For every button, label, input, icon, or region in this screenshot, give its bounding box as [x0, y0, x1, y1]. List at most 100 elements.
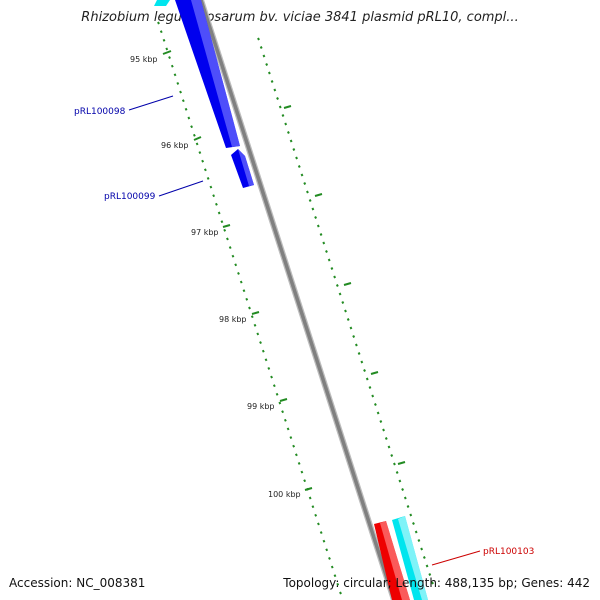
gene-arrow-top-left[interactable] [154, 0, 170, 6]
gc-dash [176, 82, 180, 85]
gc-dash [283, 418, 287, 422]
gc-dash [173, 73, 177, 77]
gc-dash [379, 420, 383, 423]
gc-dash [330, 267, 334, 270]
gc-dash [349, 326, 353, 330]
gc-dash [165, 47, 169, 51]
accession-text: Accession: NC_008381 [9, 576, 146, 590]
gc-dash [344, 309, 347, 313]
gc-dash [316, 224, 320, 228]
scale-tick-label: 95 kbp [130, 55, 158, 64]
gc-dash [335, 284, 339, 287]
gc-dash [368, 386, 372, 389]
gc-dash [431, 581, 434, 585]
gc-dash [322, 539, 326, 543]
scale-tick-label: 98 kbp [219, 315, 247, 324]
gc-dash [374, 403, 377, 406]
scale-tick-mark [193, 136, 202, 141]
gc-dash [303, 479, 307, 483]
gene-label-pRL100099[interactable]: pRL100099 [104, 192, 156, 202]
gc-dash [237, 272, 240, 275]
gc-dash [168, 56, 171, 59]
gc-dash [297, 165, 301, 168]
gc-dash [322, 241, 326, 245]
gc-dash [286, 427, 290, 431]
gc-dash [292, 148, 296, 151]
gc-dash [360, 360, 364, 364]
gc-dash [314, 216, 317, 219]
gc-dash [289, 139, 293, 143]
gc-dash-major [370, 371, 379, 375]
gc-dash [234, 263, 238, 267]
gene-label-pRL100098[interactable]: pRL100098 [74, 107, 126, 117]
gc-dash [264, 358, 268, 362]
gc-dash-major [397, 461, 406, 465]
scale-ticks: 95 kbp 96 kbp 97 kbp 98 kbp 99 kbp 100 kbp [130, 50, 313, 499]
gc-dash [203, 168, 207, 172]
scale-tick-mark [222, 224, 231, 228]
gc-dash [420, 547, 424, 551]
gc-dash [330, 565, 334, 569]
gc-dash [275, 392, 279, 396]
gc-dash [300, 470, 304, 474]
gc-dash [272, 384, 276, 388]
gc-dash [422, 556, 426, 559]
gc-dash [319, 233, 323, 236]
backbone [198, 0, 397, 600]
gc-dash [354, 343, 358, 347]
gc-dash [267, 71, 271, 75]
gc-dash [294, 453, 298, 457]
gc-dash [242, 289, 246, 293]
gc-dash [393, 462, 396, 466]
gc-dash [333, 574, 337, 578]
gc-dash [311, 505, 315, 509]
gc-dash [297, 462, 301, 465]
gc-dash [390, 454, 394, 457]
gc-dash [325, 548, 329, 552]
gc-dash [314, 513, 318, 517]
gc-dash [201, 159, 205, 163]
gc-dash [384, 437, 388, 440]
gc-dash [319, 531, 323, 534]
gc-dash [228, 246, 232, 249]
gc-dash [245, 297, 249, 301]
gc-dash [333, 275, 337, 279]
gc-dash [198, 151, 202, 154]
gc-dash [212, 194, 216, 198]
gc-dash [428, 573, 432, 576]
gc-dash [215, 202, 218, 206]
gc-dash [192, 133, 196, 137]
gc-dash [395, 471, 399, 474]
gc-dash [273, 88, 277, 92]
gc-dash [220, 220, 224, 224]
gc-dash [338, 292, 342, 296]
gc-dash [406, 505, 410, 508]
gc-dash [414, 530, 418, 534]
scale-tick-label: 97 kbp [191, 228, 219, 237]
gc-dash [206, 177, 210, 180]
gc-dash [339, 591, 342, 595]
gc-dash [327, 258, 331, 262]
gc-dash [308, 496, 312, 500]
gc-dash [276, 97, 279, 100]
gc-dash [425, 564, 429, 568]
gc-dash [257, 37, 260, 41]
gc-dash [278, 105, 282, 109]
gc-dash [281, 114, 285, 117]
gene-label-pRL100103[interactable]: pRL100103 [483, 547, 534, 557]
forward-cds-track [154, 0, 254, 188]
gc-dash [184, 107, 188, 111]
gc-dash [226, 237, 229, 241]
gc-dash [287, 131, 290, 134]
gc-dash [231, 254, 235, 258]
gc-dash [363, 369, 366, 372]
scale-tick-mark [304, 487, 313, 491]
gc-dash [278, 401, 282, 405]
gene-callouts [128, 95, 481, 566]
gc-dash [328, 557, 331, 560]
gc-dash [382, 428, 385, 432]
gc-dash [259, 341, 262, 344]
gc-dash [190, 125, 193, 129]
